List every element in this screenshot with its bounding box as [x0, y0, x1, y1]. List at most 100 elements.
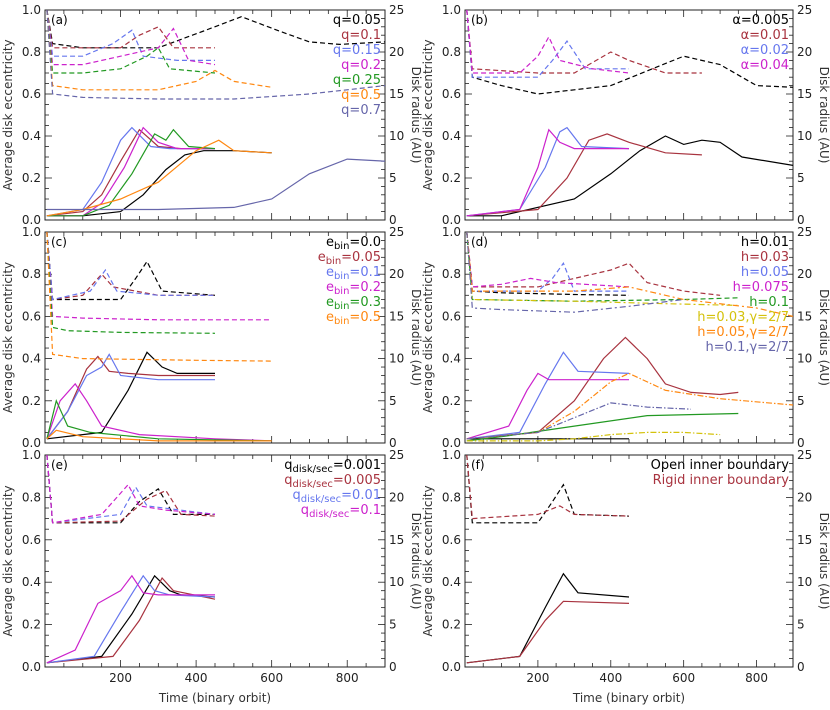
- y-right-tick-label: 15: [797, 309, 812, 323]
- legend-entry: Open inner boundary: [651, 458, 790, 473]
- y-right-tick-label: 25: [797, 448, 812, 462]
- x-tick-label: 800: [336, 671, 359, 685]
- y-tick-label: 0.4: [22, 575, 41, 589]
- y-right-tick-label: 20: [389, 267, 404, 281]
- y-axis-label-right: Disk radius (AU): [817, 513, 830, 610]
- series-line-eccentricity: [466, 135, 793, 217]
- y-right-tick-label: 5: [389, 171, 397, 185]
- series-line-eccentricity: [466, 412, 739, 442]
- y-tick-label: 0.6: [22, 533, 41, 547]
- y-tick-label: 0.0: [442, 213, 461, 227]
- legend-entry: q=0.1: [341, 28, 381, 43]
- y-axis-label-right: Disk radius (AU): [409, 289, 423, 386]
- legend-entry: h=0.1,γ=2/7: [706, 340, 789, 355]
- y-right-tick-label: 15: [797, 87, 812, 101]
- series-line-radius: [46, 232, 215, 301]
- y-right-tick-label: 5: [797, 394, 805, 408]
- x-tick-label: 600: [260, 671, 283, 685]
- series-line-eccentricity: [46, 574, 215, 664]
- series-group: [466, 232, 793, 442]
- y-tick-label: 0.4: [442, 129, 461, 143]
- x-tick-label: 800: [745, 671, 768, 685]
- y-tick-label: 0.4: [22, 129, 41, 143]
- series-line-radius: [466, 10, 630, 74]
- legend-entry: h=0.03,γ=2/7: [697, 310, 789, 325]
- legend-entry: α=0.01: [741, 28, 789, 43]
- panel-d: 0.0 0.2 0.4 0.6 0.8 1.0 0 5 10 15 20 25 Average disk…: [421, 225, 830, 450]
- panel-e: 0.0 0.2 0.4 0.6 0.8 1.0 0 5 10 15 20 25 200 400 600 800…: [1, 448, 423, 705]
- y-tick-label: 0.2: [442, 394, 461, 408]
- y-axis-label-left: Average disk eccentricity: [1, 39, 15, 190]
- y-right-tick-label: 0: [797, 436, 805, 450]
- y-tick-label: 1.0: [442, 225, 461, 239]
- legend-entry: q=0.7: [341, 103, 381, 118]
- series-line-radius: [466, 232, 629, 292]
- series-line-eccentricity: [46, 126, 215, 217]
- y-tick-label: 0.2: [22, 394, 41, 408]
- series-line-radius: [46, 232, 216, 334]
- series-line-eccentricity: [466, 336, 739, 440]
- panel-frame: [44, 9, 386, 221]
- legend-entry: Rigid inner boundary: [653, 473, 790, 488]
- series-line-eccentricity: [46, 139, 272, 217]
- y-tick-label: 0.2: [22, 618, 41, 632]
- legend: h=0.01h=0.03h=0.05h=0.075h=0.1h=0.03,γ=2…: [697, 235, 789, 355]
- series-line-radius: [46, 232, 215, 301]
- legend-entry: α=0.005: [732, 13, 789, 28]
- legend-entry: ebin=0.3: [326, 295, 381, 312]
- panel-label: (b): [471, 13, 488, 27]
- legend-entry: qdisk/sec=0.001: [284, 458, 381, 475]
- series-line-radius: [466, 232, 630, 288]
- y-right-tick-label: 15: [797, 533, 812, 547]
- panel-a: 0.0 0.2 0.4 0.6 0.8 1.0 0 5 10 15 20 25 Average disk…: [1, 3, 423, 227]
- x-axis-label: Time (binary orbit): [158, 691, 271, 705]
- series-line-eccentricity: [46, 574, 216, 664]
- series-group: [46, 10, 385, 217]
- series-group: [466, 10, 793, 217]
- y-tick-label: 0.4: [442, 575, 461, 589]
- y-axis-label-right: Disk radius (AU): [409, 67, 423, 164]
- series-line-eccentricity: [46, 158, 385, 211]
- legend-entry: h=0.03: [741, 250, 789, 265]
- y-right-tick-label: 20: [389, 490, 404, 504]
- y-axis-label-right: Disk radius (AU): [817, 289, 830, 386]
- panel-label: (d): [471, 235, 488, 249]
- series-line-eccentricity: [46, 429, 272, 442]
- x-tick-label: 400: [599, 671, 622, 685]
- series-line-eccentricity: [46, 353, 215, 440]
- series-line-radius: [46, 10, 216, 74]
- x-tick-label: 200: [109, 671, 132, 685]
- y-right-tick-label: 25: [389, 448, 404, 462]
- y-tick-label: 0.8: [442, 267, 461, 281]
- panel-b: 0.0 0.2 0.4 0.6 0.8 1.0 0 5 10 15 20 25 Average disk…: [421, 3, 830, 227]
- series-line-radius: [466, 232, 721, 296]
- y-right-tick-label: 20: [797, 490, 812, 504]
- y-right-tick-label: 25: [389, 3, 404, 17]
- legend-entry: qdisk/sec=0.005: [284, 473, 381, 490]
- series-line-radius: [466, 232, 684, 313]
- series-line-eccentricity: [466, 351, 630, 440]
- series-line-radius: [46, 232, 216, 301]
- x-tick-label: 400: [185, 671, 208, 685]
- legend-entry: ebin=0.2: [326, 280, 381, 297]
- series-line-eccentricity: [46, 398, 272, 442]
- y-tick-label: 0.0: [442, 436, 461, 450]
- y-axis-label-right: Disk radius (AU): [409, 513, 423, 610]
- y-right-tick-label: 15: [389, 87, 404, 101]
- series-line-eccentricity: [46, 150, 272, 217]
- y-right-tick-label: 10: [389, 352, 404, 366]
- legend: qdisk/sec=0.001qdisk/sec=0.005qdisk/sec=…: [284, 458, 381, 520]
- legend-entry: q=0.05: [333, 13, 381, 28]
- legend-entry: α=0.04: [741, 58, 789, 73]
- legend-entry: α=0.02: [741, 43, 789, 58]
- panel-label: (e): [51, 458, 68, 472]
- y-tick-label: 0.2: [442, 618, 461, 632]
- legend-entry: q=0.2: [341, 58, 381, 73]
- y-right-tick-label: 20: [797, 267, 812, 281]
- series-line-eccentricity: [466, 372, 793, 440]
- series-line-radius: [46, 10, 385, 49]
- y-right-tick-label: 10: [797, 575, 812, 589]
- series-line-eccentricity: [46, 355, 215, 440]
